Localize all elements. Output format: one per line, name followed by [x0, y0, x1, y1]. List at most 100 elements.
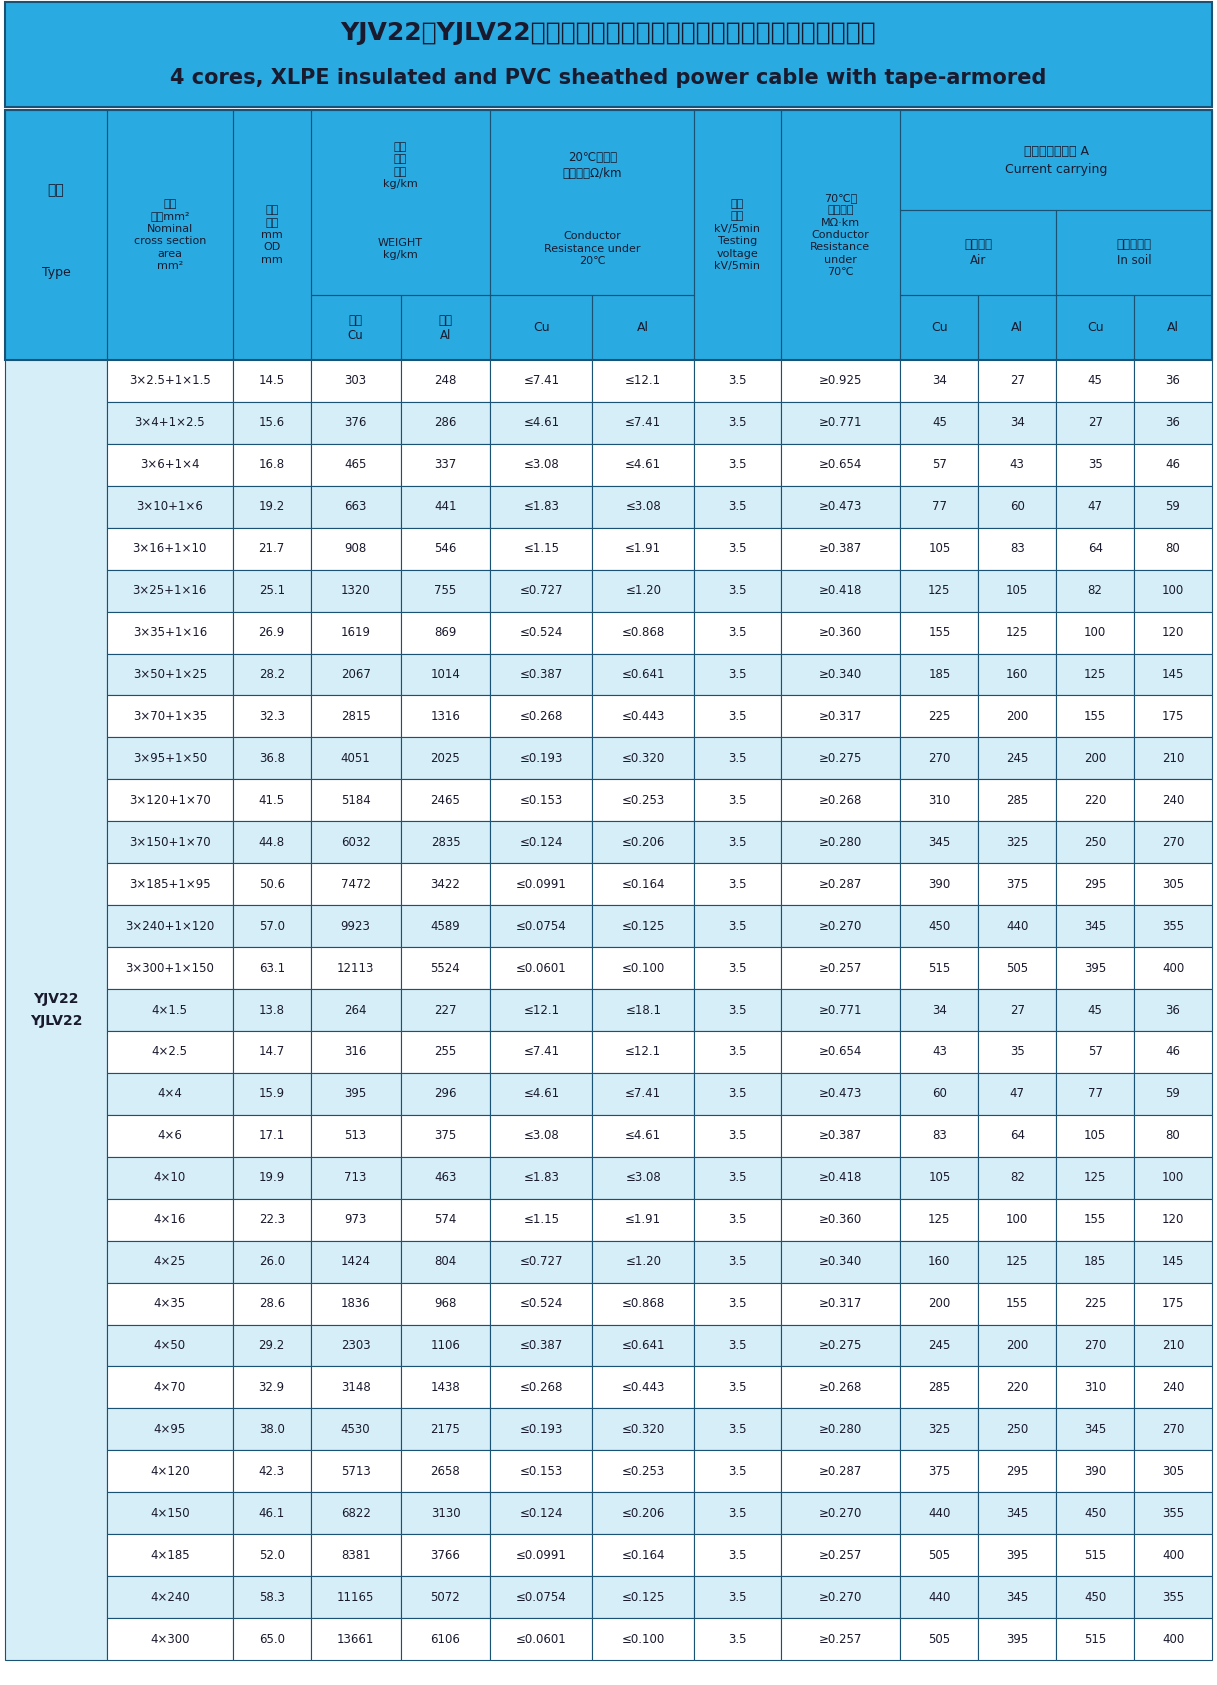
FancyBboxPatch shape — [978, 485, 1056, 527]
Text: 13.8: 13.8 — [259, 1004, 285, 1016]
Text: 57: 57 — [1088, 1045, 1103, 1058]
FancyBboxPatch shape — [978, 1575, 1056, 1618]
Text: 125: 125 — [1084, 1171, 1106, 1185]
FancyBboxPatch shape — [978, 1282, 1056, 1324]
FancyBboxPatch shape — [694, 947, 780, 989]
FancyBboxPatch shape — [593, 1115, 694, 1158]
Text: 4×25: 4×25 — [153, 1255, 186, 1269]
Text: 325: 325 — [929, 1422, 950, 1436]
FancyBboxPatch shape — [780, 1451, 901, 1493]
FancyBboxPatch shape — [400, 780, 490, 821]
FancyBboxPatch shape — [694, 1409, 780, 1451]
FancyBboxPatch shape — [490, 821, 593, 863]
Text: 43: 43 — [932, 1045, 947, 1058]
Text: ≤0.164: ≤0.164 — [622, 878, 664, 891]
FancyBboxPatch shape — [232, 443, 310, 485]
Text: 270: 270 — [929, 752, 950, 765]
FancyBboxPatch shape — [780, 1493, 901, 1535]
FancyBboxPatch shape — [694, 1618, 780, 1660]
Text: 34: 34 — [1010, 416, 1025, 430]
Text: ≤0.0601: ≤0.0601 — [516, 962, 567, 974]
FancyBboxPatch shape — [901, 1198, 978, 1240]
Text: 264: 264 — [344, 1004, 366, 1016]
Text: 375: 375 — [1006, 878, 1028, 891]
FancyBboxPatch shape — [1056, 403, 1134, 443]
FancyBboxPatch shape — [593, 821, 694, 863]
FancyBboxPatch shape — [901, 1367, 978, 1409]
Text: ≤0.124: ≤0.124 — [520, 836, 563, 849]
FancyBboxPatch shape — [901, 443, 978, 485]
Text: 105: 105 — [1006, 585, 1028, 596]
FancyBboxPatch shape — [593, 738, 694, 780]
FancyBboxPatch shape — [780, 1198, 901, 1240]
FancyBboxPatch shape — [107, 654, 232, 696]
FancyBboxPatch shape — [310, 780, 400, 821]
Text: 57: 57 — [932, 458, 947, 472]
Text: 310: 310 — [929, 794, 950, 807]
FancyBboxPatch shape — [107, 361, 232, 403]
FancyBboxPatch shape — [490, 1158, 593, 1198]
Text: 4×185: 4×185 — [150, 1549, 190, 1562]
FancyBboxPatch shape — [310, 1324, 400, 1367]
FancyBboxPatch shape — [978, 403, 1056, 443]
Text: 52.0: 52.0 — [259, 1549, 285, 1562]
FancyBboxPatch shape — [310, 1282, 400, 1324]
Text: 58.3: 58.3 — [259, 1591, 285, 1604]
Text: 3.5: 3.5 — [728, 1464, 746, 1478]
Text: 3130: 3130 — [431, 1506, 460, 1520]
FancyBboxPatch shape — [978, 570, 1056, 612]
FancyBboxPatch shape — [310, 1367, 400, 1409]
Text: 5524: 5524 — [431, 962, 460, 974]
FancyBboxPatch shape — [593, 570, 694, 612]
Text: 3.5: 3.5 — [728, 416, 746, 430]
FancyBboxPatch shape — [1134, 989, 1212, 1031]
FancyBboxPatch shape — [1056, 1031, 1134, 1073]
FancyBboxPatch shape — [780, 1575, 901, 1618]
Text: 3.5: 3.5 — [728, 962, 746, 974]
FancyBboxPatch shape — [780, 780, 901, 821]
Text: ≥0.925: ≥0.925 — [819, 374, 862, 388]
FancyBboxPatch shape — [1134, 1618, 1212, 1660]
Text: YJV22
YJLV22: YJV22 YJLV22 — [29, 991, 83, 1028]
FancyBboxPatch shape — [901, 485, 978, 527]
Text: 105: 105 — [1084, 1129, 1106, 1142]
Text: 145: 145 — [1162, 1255, 1184, 1269]
Text: 77: 77 — [932, 500, 947, 514]
Text: 245: 245 — [929, 1340, 950, 1351]
Text: 4×2.5: 4×2.5 — [152, 1045, 187, 1058]
Text: 513: 513 — [344, 1129, 366, 1142]
Text: ≥0.275: ≥0.275 — [819, 752, 862, 765]
Text: 270: 270 — [1162, 1422, 1184, 1436]
FancyBboxPatch shape — [1134, 947, 1212, 989]
FancyBboxPatch shape — [1056, 905, 1134, 947]
Text: ≥0.473: ≥0.473 — [819, 500, 862, 514]
Text: ≥0.418: ≥0.418 — [819, 585, 862, 596]
Text: ≥0.771: ≥0.771 — [819, 1004, 862, 1016]
FancyBboxPatch shape — [780, 863, 901, 905]
Text: 345: 345 — [929, 836, 950, 849]
FancyBboxPatch shape — [978, 1493, 1056, 1535]
Text: 80: 80 — [1166, 1129, 1180, 1142]
FancyBboxPatch shape — [400, 1535, 490, 1575]
FancyBboxPatch shape — [400, 527, 490, 570]
FancyBboxPatch shape — [1056, 570, 1134, 612]
FancyBboxPatch shape — [978, 1115, 1056, 1158]
Text: 4530: 4530 — [341, 1422, 370, 1436]
FancyBboxPatch shape — [780, 1031, 901, 1073]
FancyBboxPatch shape — [490, 696, 593, 738]
FancyBboxPatch shape — [1134, 443, 1212, 485]
Text: ≥0.287: ≥0.287 — [819, 878, 862, 891]
Text: 4×4: 4×4 — [157, 1087, 183, 1100]
Text: 27: 27 — [1088, 416, 1103, 430]
FancyBboxPatch shape — [232, 821, 310, 863]
FancyBboxPatch shape — [901, 1535, 978, 1575]
FancyBboxPatch shape — [107, 1073, 232, 1115]
Text: 285: 285 — [929, 1382, 950, 1393]
FancyBboxPatch shape — [232, 1031, 310, 1073]
FancyBboxPatch shape — [593, 947, 694, 989]
FancyBboxPatch shape — [593, 1073, 694, 1115]
Text: 3×35+1×16: 3×35+1×16 — [133, 627, 207, 639]
FancyBboxPatch shape — [310, 1115, 400, 1158]
FancyBboxPatch shape — [1056, 1575, 1134, 1618]
Text: 19.9: 19.9 — [258, 1171, 285, 1185]
